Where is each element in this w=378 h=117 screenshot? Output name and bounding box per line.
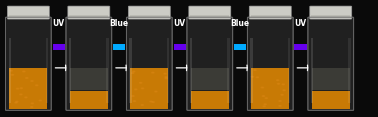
Bar — [251, 68, 290, 109]
FancyBboxPatch shape — [126, 17, 172, 110]
FancyBboxPatch shape — [129, 6, 170, 19]
FancyBboxPatch shape — [249, 6, 291, 19]
Bar — [250, 38, 253, 103]
Bar — [9, 15, 48, 16]
Circle shape — [20, 94, 22, 95]
Circle shape — [25, 97, 27, 98]
Text: UV: UV — [53, 19, 65, 28]
Bar — [8, 38, 11, 103]
Circle shape — [283, 90, 285, 91]
Bar — [191, 68, 229, 90]
Bar — [349, 38, 351, 103]
Bar — [311, 16, 350, 17]
Circle shape — [133, 71, 135, 72]
Bar — [191, 91, 229, 109]
Bar — [53, 44, 65, 50]
Bar — [190, 38, 192, 103]
Circle shape — [15, 102, 17, 103]
Bar — [167, 38, 169, 103]
Circle shape — [265, 98, 267, 99]
Text: UV: UV — [294, 19, 307, 28]
Bar — [294, 44, 307, 50]
Bar — [70, 15, 108, 16]
Circle shape — [281, 94, 283, 95]
Circle shape — [31, 103, 34, 104]
Bar — [251, 16, 290, 17]
Circle shape — [10, 70, 12, 71]
Bar — [228, 38, 230, 103]
Bar — [288, 38, 290, 103]
FancyBboxPatch shape — [310, 6, 352, 19]
Circle shape — [282, 84, 284, 85]
FancyBboxPatch shape — [5, 17, 51, 110]
Text: UV: UV — [174, 19, 186, 28]
FancyBboxPatch shape — [247, 17, 293, 110]
Circle shape — [263, 106, 265, 107]
Circle shape — [256, 77, 259, 78]
Bar — [130, 16, 169, 17]
Bar — [113, 44, 125, 50]
Bar — [69, 38, 71, 103]
Circle shape — [36, 85, 38, 86]
Bar — [70, 16, 108, 17]
Bar — [107, 38, 109, 103]
FancyBboxPatch shape — [7, 6, 49, 19]
Bar — [130, 68, 168, 109]
Circle shape — [261, 87, 263, 88]
Bar — [70, 91, 108, 109]
Bar — [311, 91, 350, 109]
FancyBboxPatch shape — [187, 17, 233, 110]
Circle shape — [155, 91, 157, 92]
Bar — [311, 15, 350, 16]
Circle shape — [277, 83, 280, 84]
Bar — [311, 38, 313, 103]
Circle shape — [152, 72, 154, 73]
FancyBboxPatch shape — [189, 6, 231, 19]
Text: Blue: Blue — [110, 19, 129, 28]
Bar — [234, 44, 246, 50]
Text: Blue: Blue — [231, 19, 249, 28]
FancyBboxPatch shape — [66, 17, 112, 110]
Circle shape — [141, 88, 144, 89]
Circle shape — [23, 71, 25, 72]
Bar — [130, 15, 169, 16]
Bar — [191, 15, 229, 16]
Circle shape — [20, 88, 22, 89]
Bar — [9, 16, 48, 17]
Circle shape — [139, 82, 142, 83]
Bar — [174, 44, 186, 50]
Circle shape — [164, 73, 166, 74]
Circle shape — [251, 76, 254, 77]
Bar — [251, 15, 290, 16]
Circle shape — [150, 101, 152, 102]
Bar — [311, 68, 350, 90]
Circle shape — [135, 89, 137, 90]
Circle shape — [264, 104, 266, 105]
Bar — [9, 68, 48, 109]
Circle shape — [11, 74, 14, 75]
Circle shape — [16, 88, 19, 89]
Bar — [191, 16, 229, 17]
Bar — [70, 68, 108, 90]
Circle shape — [16, 101, 18, 102]
Bar — [129, 38, 132, 103]
Circle shape — [165, 78, 167, 79]
FancyBboxPatch shape — [68, 6, 110, 19]
FancyBboxPatch shape — [308, 17, 353, 110]
Circle shape — [39, 100, 42, 101]
Bar — [46, 38, 48, 103]
